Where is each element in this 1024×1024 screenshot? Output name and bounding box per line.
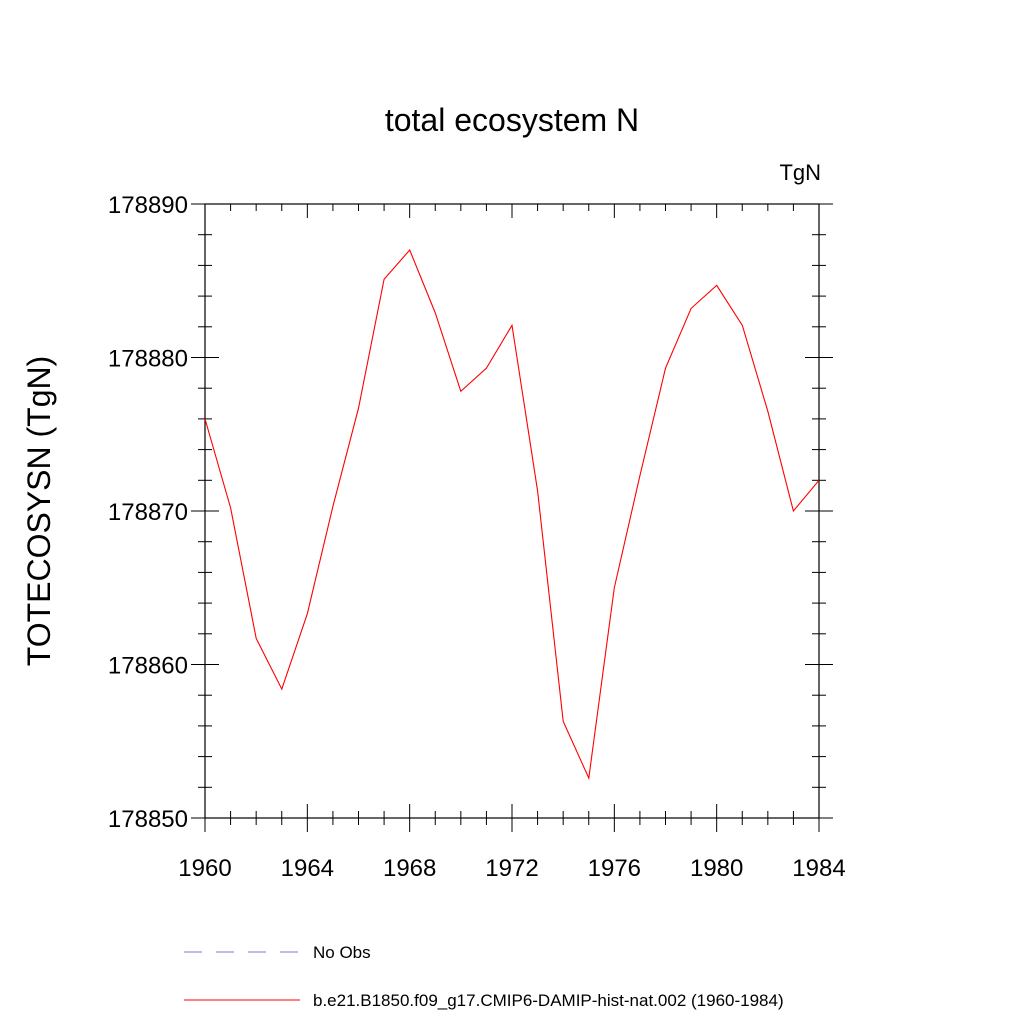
axis-ticks [191, 203, 833, 832]
x-tick-label: 1976 [588, 855, 641, 882]
legend-label-1: b.e21.B1850.f09_g17.CMIP6-DAMIP-hist-nat… [313, 991, 784, 1010]
x-tick-label: 1968 [383, 855, 436, 882]
y-tick-label: 178880 [108, 346, 188, 373]
x-tick-label: 1960 [178, 855, 231, 882]
axis-tick-labels: 1960 1964 1968 1972 1976 1980 1984 178850 178860… [108, 192, 846, 882]
y-tick-label: 178850 [108, 806, 188, 833]
chart-title: total ecosystem N [385, 102, 639, 138]
y-tick-label: 178860 [108, 653, 188, 680]
series-group [204, 248, 820, 781]
legend: No Obs b.e21.B1850.f09_g17.CMIP6-DAMIP-hi… [184, 943, 784, 1010]
series-line-1 [204, 248, 820, 781]
x-tick-label: 1972 [485, 855, 538, 882]
x-tick-label: 1984 [792, 855, 845, 882]
legend-label-0: No Obs [313, 943, 371, 962]
units-label: TgN [779, 160, 821, 185]
x-tick-label: 1980 [690, 855, 743, 882]
y-tick-label: 178890 [108, 192, 188, 219]
plot-frame [204, 203, 820, 819]
x-tick-label: 1964 [281, 855, 334, 882]
y-tick-label: 178870 [108, 499, 188, 526]
y-axis-label: TOTECOSYSN (TgN) [21, 356, 57, 667]
